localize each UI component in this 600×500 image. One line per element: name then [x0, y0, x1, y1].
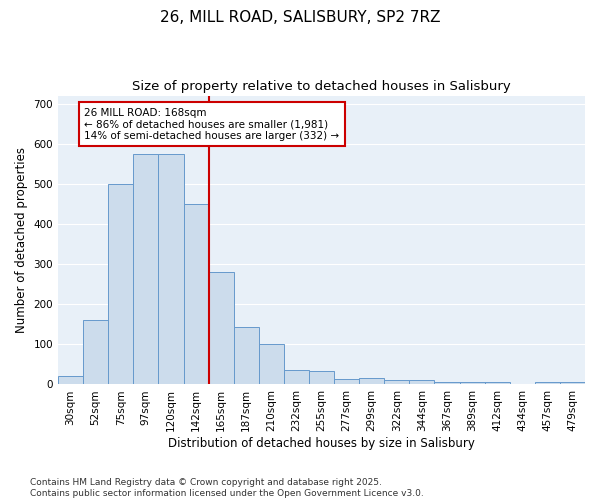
Bar — [460, 382, 485, 384]
Bar — [158, 154, 184, 384]
Text: 26 MILL ROAD: 168sqm
← 86% of detached houses are smaller (1,981)
14% of semi-de: 26 MILL ROAD: 168sqm ← 86% of detached h… — [85, 108, 340, 141]
Bar — [133, 154, 158, 384]
Bar — [58, 376, 83, 384]
Text: Contains HM Land Registry data © Crown copyright and database right 2025.
Contai: Contains HM Land Registry data © Crown c… — [30, 478, 424, 498]
Bar — [259, 344, 284, 385]
Bar — [309, 371, 334, 384]
Bar — [560, 382, 585, 384]
Bar — [209, 272, 233, 384]
Bar — [409, 380, 434, 384]
Bar — [359, 378, 384, 384]
Bar — [233, 327, 259, 384]
Bar — [535, 382, 560, 384]
Bar — [334, 379, 359, 384]
X-axis label: Distribution of detached houses by size in Salisbury: Distribution of detached houses by size … — [168, 437, 475, 450]
Bar — [434, 382, 460, 384]
Title: Size of property relative to detached houses in Salisbury: Size of property relative to detached ho… — [132, 80, 511, 93]
Bar — [184, 204, 209, 384]
Text: 26, MILL ROAD, SALISBURY, SP2 7RZ: 26, MILL ROAD, SALISBURY, SP2 7RZ — [160, 10, 440, 25]
Y-axis label: Number of detached properties: Number of detached properties — [15, 147, 28, 333]
Bar — [485, 382, 510, 384]
Bar — [108, 184, 133, 384]
Bar — [384, 380, 409, 384]
Bar — [83, 320, 108, 384]
Bar — [284, 370, 309, 384]
